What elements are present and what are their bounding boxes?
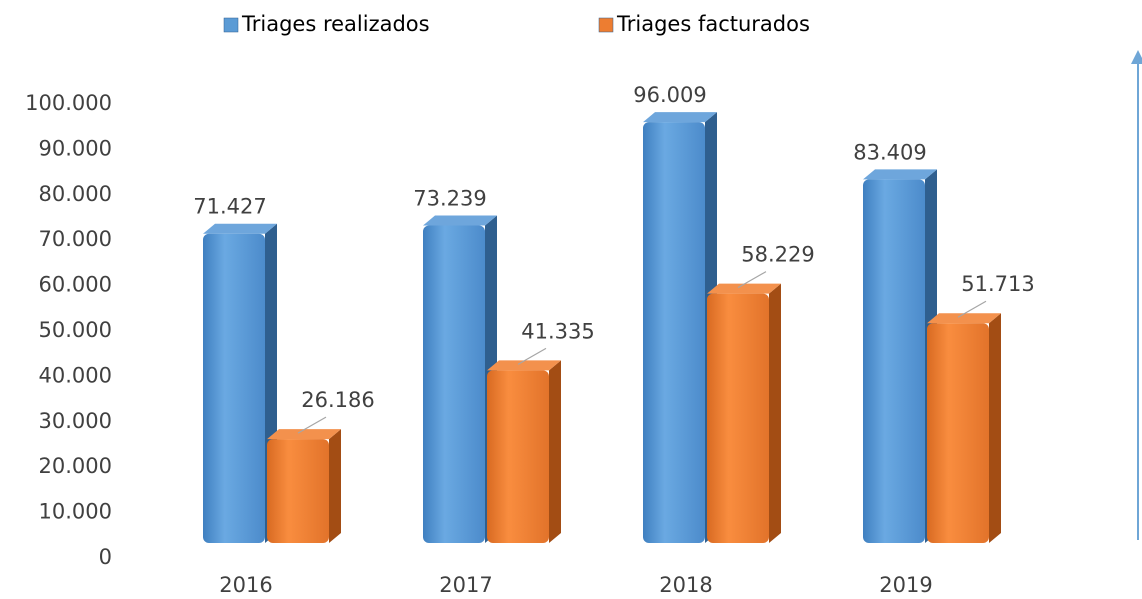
bar <box>927 323 989 543</box>
y-tick-label: 70.000 <box>39 227 112 251</box>
bar <box>707 293 769 543</box>
bar-group <box>487 360 561 543</box>
legend-item: Triages facturados <box>598 12 810 36</box>
leader-line <box>517 347 547 365</box>
y-tick-label: 20.000 <box>39 454 112 478</box>
bar <box>203 233 265 543</box>
axis-arrow <box>1131 50 1142 540</box>
bar-top <box>487 360 561 371</box>
legend-item: Triages realizados <box>223 12 430 36</box>
bar-group <box>927 313 1001 543</box>
x-tick-label: 2019 <box>879 573 932 597</box>
data-label: 73.239 <box>413 186 486 210</box>
y-tick-label: 100.000 <box>25 91 112 115</box>
data-label: 51.713 <box>961 272 1034 296</box>
bar <box>487 370 549 543</box>
y-tick-label: 50.000 <box>39 318 112 342</box>
y-tick-label: 80.000 <box>39 182 112 206</box>
bar-side <box>549 360 561 543</box>
bar-top <box>423 215 497 226</box>
bar-top <box>203 223 277 234</box>
leader-line <box>737 271 767 289</box>
bar-group <box>707 283 781 543</box>
y-tick-label: 90.000 <box>39 136 112 160</box>
legend-label: Triages realizados <box>241 12 430 36</box>
y-tick-label: 40.000 <box>39 363 112 387</box>
legend-label: Triages facturados <box>616 12 810 36</box>
bar-group <box>267 429 341 543</box>
x-tick-label: 2017 <box>439 573 492 597</box>
data-label: 96.009 <box>633 83 706 107</box>
data-label: 41.335 <box>521 319 594 343</box>
bar-side <box>769 283 781 543</box>
leader-line <box>957 300 987 318</box>
x-tick-label: 2018 <box>659 573 712 597</box>
data-label: 58.229 <box>741 243 814 267</box>
bar-group <box>643 112 717 543</box>
bar-group <box>423 215 497 543</box>
bar-side <box>989 313 1001 543</box>
x-tick-label: 2016 <box>219 573 272 597</box>
legend-swatch <box>598 17 614 33</box>
bar-top <box>643 112 717 123</box>
y-tick-label: 30.000 <box>39 409 112 433</box>
leader-line <box>297 416 327 434</box>
bar-group <box>863 169 937 544</box>
data-label: 83.409 <box>853 140 926 164</box>
bar-top <box>267 429 341 440</box>
y-tick-label: 60.000 <box>39 273 112 297</box>
bar <box>643 122 705 543</box>
bar-group <box>203 223 277 543</box>
bar <box>863 179 925 544</box>
bar-side <box>329 429 341 543</box>
bar-top <box>707 283 781 294</box>
bar <box>423 225 485 543</box>
data-label: 71.427 <box>193 195 266 219</box>
bar-top <box>863 169 937 180</box>
data-label: 26.186 <box>301 388 374 412</box>
legend-swatch <box>223 17 239 33</box>
bar <box>267 439 329 543</box>
y-tick-label: 10.000 <box>39 500 112 524</box>
y-tick-label: 0 <box>99 545 112 569</box>
bar-top <box>927 313 1001 324</box>
